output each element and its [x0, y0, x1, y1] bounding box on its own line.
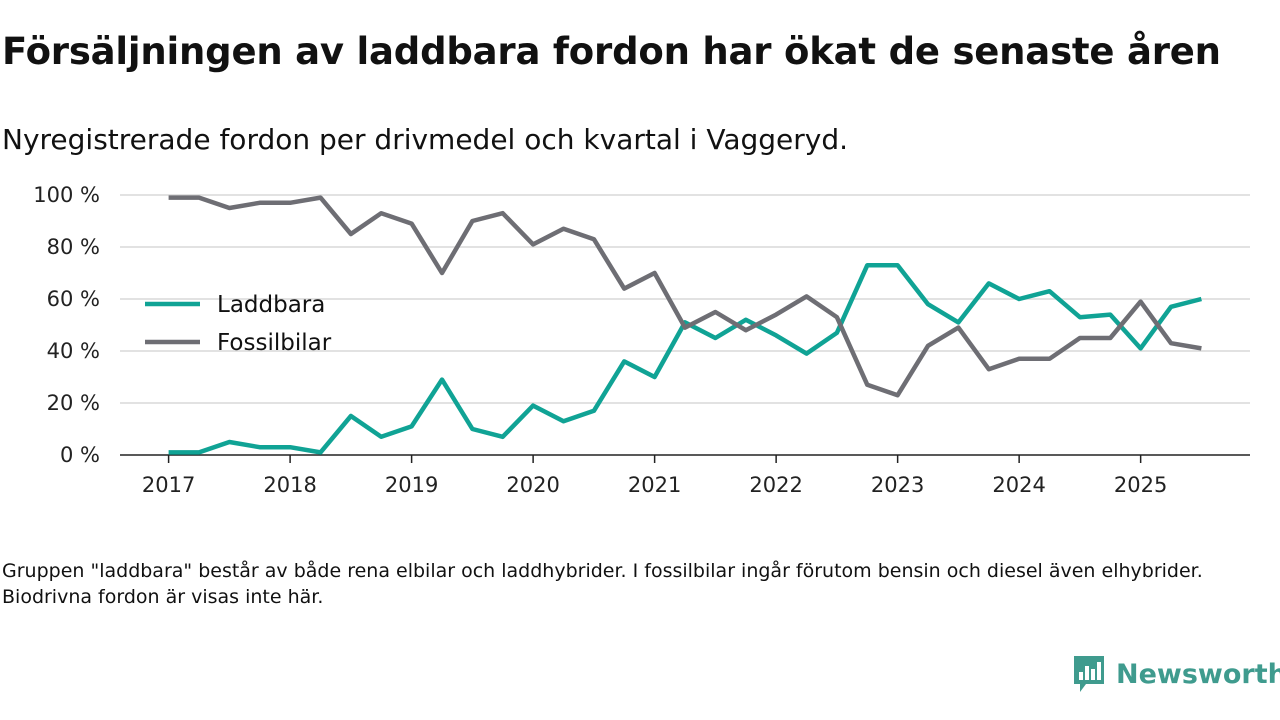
line-chart: 0 % 20 % 40 % 60 % 80 % 100 % 2017 2018 2019 202… [33, 183, 1250, 497]
newsworthy-logo-icon [1074, 656, 1104, 692]
gridlines [120, 194, 1250, 456]
y-tick-label: 40 % [47, 339, 100, 363]
series-line-laddbara [168, 262, 1202, 455]
chart-subtitle: Nyregistrerade fordon per drivmedel och … [2, 123, 849, 156]
brand-name: Newsworthy [1116, 658, 1280, 690]
x-tick-label: 2024 [992, 473, 1045, 497]
y-tick-label: 100 % [33, 183, 100, 207]
brand: Newsworthy [1072, 654, 1280, 694]
series-lines [168, 195, 1202, 455]
x-tick-label: 2021 [628, 473, 681, 497]
legend: Laddbara Fossilbilar [145, 292, 332, 356]
y-tick-label: 0 % [60, 443, 100, 467]
y-tick-label: 60 % [47, 287, 100, 311]
series-line-fossilbilar [168, 195, 1202, 398]
chart-title: Försäljningen av laddbara fordon har öka… [2, 30, 1221, 73]
footnote: Gruppen "laddbara" består av både rena e… [2, 560, 1203, 608]
x-tick-label: 2020 [506, 473, 559, 497]
x-axis-ticks: 2017 2018 2019 2020 2021 2022 2023 2024 2025 [142, 455, 1167, 497]
x-tick-label: 2023 [871, 473, 924, 497]
x-tick-label: 2022 [749, 473, 802, 497]
x-tick-label: 2025 [1114, 473, 1167, 497]
y-tick-label: 80 % [47, 235, 100, 259]
x-tick-label: 2019 [385, 473, 438, 497]
x-tick-label: 2017 [142, 473, 195, 497]
x-tick-label: 2018 [263, 473, 316, 497]
y-axis-ticks: 0 % 20 % 40 % 60 % 80 % 100 % [33, 183, 100, 467]
y-tick-label: 20 % [47, 391, 100, 415]
legend-label-fossilbilar: Fossilbilar [217, 330, 332, 356]
legend-label-laddbara: Laddbara [217, 292, 325, 318]
